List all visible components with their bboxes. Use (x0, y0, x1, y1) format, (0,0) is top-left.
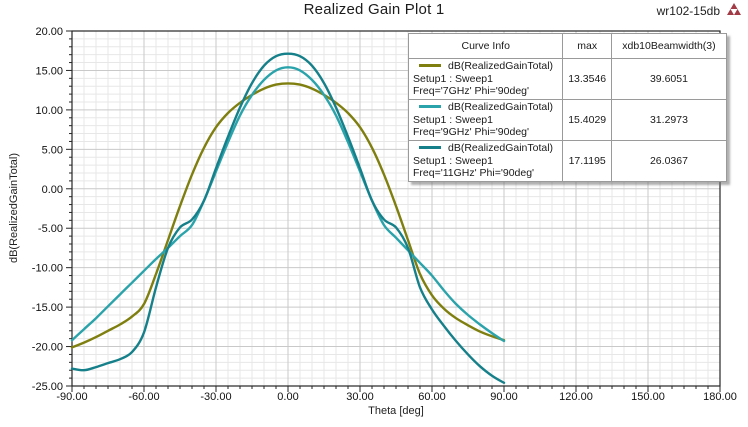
x-tick-label: 90.00 (490, 391, 518, 403)
y-tick-label: -25.00 (32, 381, 63, 393)
curve-info-cell[interactable]: dB(RealizedGainTotal) Setup1 : Sweep1 Freq… (407, 58, 564, 100)
curve-beamwidth-value: 31.2973 (610, 99, 728, 141)
y-tick-label: -15.00 (32, 302, 63, 314)
curve-quantity-label: dB(RealizedGainTotal) (448, 60, 554, 72)
curve-freq-label: Freq='11GHz' Phi='90deg' (413, 167, 535, 179)
legend-header-2: xdb10Beamwidth(3) (610, 33, 728, 59)
x-tick-label: 150.00 (631, 391, 665, 403)
curve-swatch-icon (419, 63, 441, 67)
curve-setup-label: Setup1 : Sweep1 (413, 154, 493, 167)
x-tick-label: 120.00 (559, 391, 593, 403)
legend-row-1[interactable]: dB(RealizedGainTotal) Setup1 : Sweep1 Freq… (407, 99, 728, 141)
curve-trace-1[interactable] (70, 66, 506, 343)
curve-info-cell[interactable]: dB(RealizedGainTotal) Setup1 : Sweep1 Freq… (407, 140, 564, 182)
x-tick-label: 60.00 (418, 391, 446, 403)
curve-trace-0[interactable] (70, 82, 506, 349)
curve-swatch-icon (419, 145, 441, 149)
y-tick-label: 20.00 (35, 26, 63, 38)
curve-freq-label: Freq='7GHz' Phi='90deg' (413, 85, 530, 97)
x-tick-label: 180.00 (703, 391, 737, 403)
curve-beamwidth-value: 39.6051 (610, 58, 728, 100)
legend-row-2[interactable]: dB(RealizedGainTotal) Setup1 : Sweep1 Freq… (407, 140, 728, 182)
x-tick-label: 30.00 (346, 391, 374, 403)
curve-max-value: 13.3546 (562, 58, 612, 100)
curve-beamwidth-value: 26.0367 (610, 140, 728, 182)
legend-row-0[interactable]: dB(RealizedGainTotal) Setup1 : Sweep1 Freq… (407, 58, 728, 100)
y-tick-label: 15.00 (35, 65, 63, 77)
curve-quantity-label: dB(RealizedGainTotal) (448, 101, 554, 113)
curve-max-value: 17.1195 (562, 140, 612, 182)
curve-info-table[interactable]: Curve Info max xdb10Beamwidth(3) dB(Realize… (407, 33, 728, 182)
curve-info-cell[interactable]: dB(RealizedGainTotal) Setup1 : Sweep1 Freq… (407, 99, 564, 141)
y-tick-label: -20.00 (32, 342, 63, 354)
x-tick-label: -60.00 (128, 391, 159, 403)
x-tick-label: -30.00 (200, 391, 231, 403)
curve-trace-2[interactable] (70, 52, 506, 384)
curve-swatch-icon (419, 104, 441, 108)
curve-setup-label: Setup1 : Sweep1 (413, 113, 493, 126)
y-tick-label: 5.00 (42, 144, 63, 156)
curve-setup-label: Setup1 : Sweep1 (413, 72, 493, 85)
y-tick-label: -5.00 (38, 223, 63, 235)
x-axis-title: Theta [deg] (368, 405, 424, 417)
legend-header-1: max (562, 33, 612, 59)
curve-freq-label: Freq='9GHz' Phi='90deg' (413, 126, 530, 138)
curve-max-value: 15.4029 (562, 99, 612, 141)
x-tick-label: -90.00 (56, 391, 87, 403)
curve-quantity-label: dB(RealizedGainTotal) (448, 142, 554, 154)
design-name-label: wr102-15db (656, 4, 720, 18)
legend-header-0: Curve Info (407, 33, 564, 59)
ansoft-logo-icon (727, 3, 741, 15)
x-tick-label: 0.00 (277, 391, 298, 403)
y-tick-label: 0.00 (42, 184, 63, 196)
y-axis-title: dB(RealizedGainTotal) (8, 152, 20, 264)
y-tick-label: -10.00 (32, 263, 63, 275)
y-tick-label: 10.00 (35, 105, 63, 117)
page-title: Realized Gain Plot 1 (303, 1, 445, 18)
